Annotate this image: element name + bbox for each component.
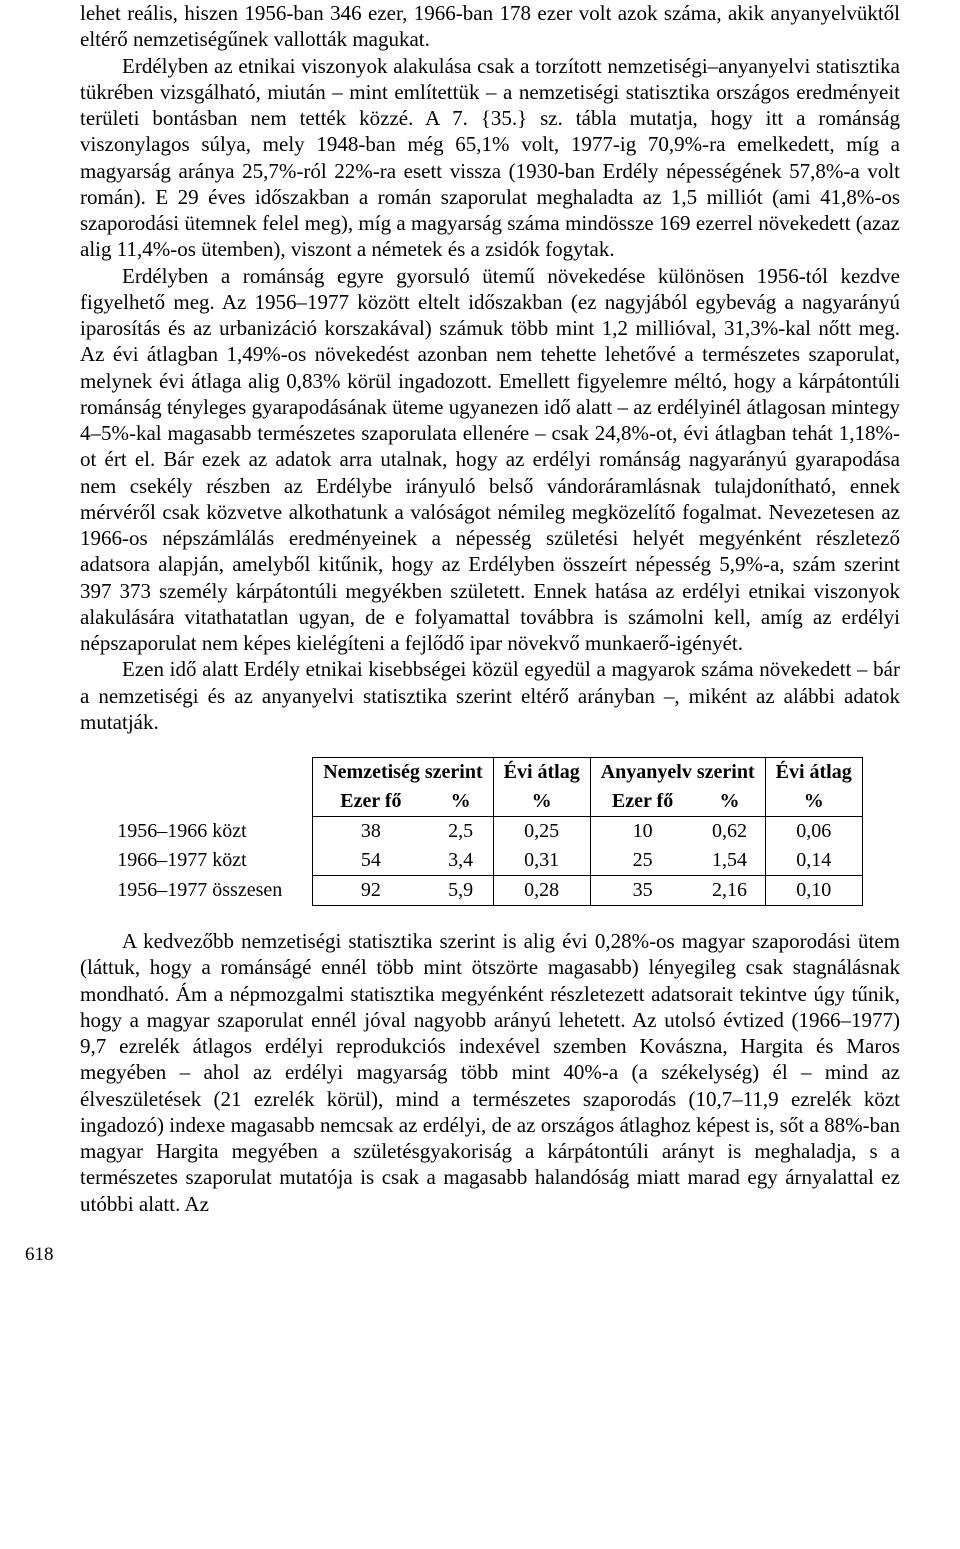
col-anyanyelv: Anyanyelv szerint	[590, 758, 765, 788]
paragraph-1: lehet reális, hiszen 1956-ban 346 ezer, …	[80, 0, 900, 53]
paragraph-3: Erdélyben a románság egyre gyorsuló ütem…	[80, 263, 900, 657]
data-table-wrap: Nemzetiség szerint Évi átlag Anyanyelv s…	[80, 757, 900, 906]
page: lehet reális, hiszen 1956-ban 346 ezer, …	[0, 0, 960, 1297]
cell: 10	[590, 817, 694, 847]
cell: 5,9	[429, 876, 493, 906]
cell: 35	[590, 876, 694, 906]
cell: 2,5	[429, 817, 493, 847]
cell: 54	[313, 846, 429, 876]
data-table: Nemzetiség szerint Évi átlag Anyanyelv s…	[117, 757, 863, 906]
table-row: 1956–1966 közt 38 2,5 0,25 10 0,62 0,06	[117, 817, 862, 847]
col-eviatlag-1: Évi átlag	[493, 758, 590, 788]
cell: 0,25	[493, 817, 590, 847]
cell: 0,28	[493, 876, 590, 906]
sub-pct-3: %	[694, 787, 765, 817]
paragraph-2: Erdélyben az etnikai viszonyok alakulása…	[80, 53, 900, 263]
cell: 92	[313, 876, 429, 906]
row-label: 1966–1977 közt	[117, 846, 312, 876]
sub-ezer-1: Ezer fő	[313, 787, 429, 817]
cell: 0,62	[694, 817, 765, 847]
cell: 2,16	[694, 876, 765, 906]
cell: 0,06	[765, 817, 862, 847]
col-eviatlag-2: Évi átlag	[765, 758, 862, 788]
row-label: 1956–1966 közt	[117, 817, 312, 847]
cell: 1,54	[694, 846, 765, 876]
cell: 0,31	[493, 846, 590, 876]
col-nemzetiseg: Nemzetiség szerint	[313, 758, 493, 788]
table-corner	[117, 758, 312, 788]
paragraph-4: Ezen idő alatt Erdély etnikai kisebbsége…	[80, 656, 900, 735]
cell: 25	[590, 846, 694, 876]
row-label: 1956–1977 összesen	[117, 876, 312, 906]
paragraph-5: A kedvezőbb nemzetiségi statisztika szer…	[80, 928, 900, 1217]
cell: 0,14	[765, 846, 862, 876]
page-number: 618	[25, 1243, 900, 1267]
cell: 0,10	[765, 876, 862, 906]
sub-pct-1: %	[429, 787, 493, 817]
table-row: 1966–1977 közt 54 3,4 0,31 25 1,54 0,14	[117, 846, 862, 876]
sub-pct-4: %	[765, 787, 862, 817]
table-corner2	[117, 787, 312, 817]
table-row: 1956–1977 összesen 92 5,9 0,28 35 2,16 0…	[117, 876, 862, 906]
cell: 38	[313, 817, 429, 847]
sub-pct-2: %	[493, 787, 590, 817]
cell: 3,4	[429, 846, 493, 876]
sub-ezer-2: Ezer fő	[590, 787, 694, 817]
